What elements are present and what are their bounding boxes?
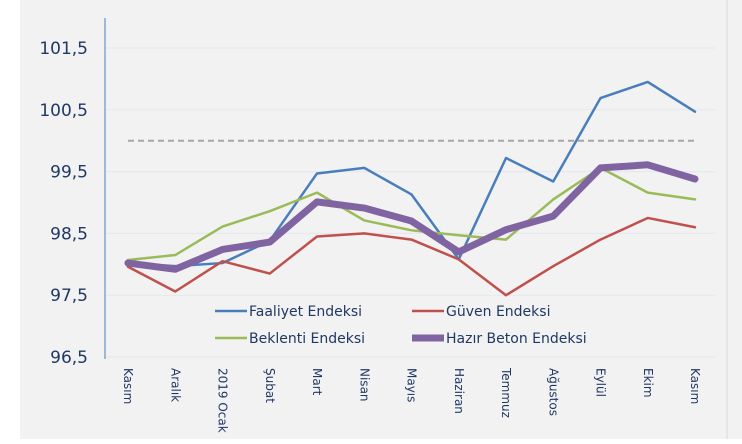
x-tick-label: Şubat bbox=[263, 368, 277, 403]
x-tick-label: Haziran bbox=[452, 368, 466, 414]
x-tick-label: Nisan bbox=[357, 368, 371, 402]
x-tick-label: Aralık bbox=[168, 368, 182, 402]
x-tick-label: Temmuz bbox=[499, 367, 513, 418]
legend-label: Beklenti Endeksi bbox=[249, 331, 365, 347]
legend-label: Güven Endeksi bbox=[446, 304, 550, 320]
legend-label: Faaliyet Endeksi bbox=[249, 304, 362, 320]
y-tick-label: 99,5 bbox=[50, 163, 88, 183]
y-tick-label: 101,5 bbox=[39, 39, 88, 59]
x-tick-label: Kasım bbox=[121, 368, 135, 404]
x-tick-label: Ekim bbox=[641, 368, 655, 398]
x-tick-label: Mayıs bbox=[405, 368, 419, 402]
x-tick-label: 2019 Ocak bbox=[216, 368, 230, 433]
x-tick-label: Ağustos bbox=[546, 368, 560, 416]
y-tick-label: 96,5 bbox=[50, 348, 88, 368]
x-tick-label: Kasım bbox=[688, 368, 702, 404]
y-tick-label: 100,5 bbox=[39, 101, 88, 121]
legend-label: Hazır Beton Endeksi bbox=[446, 331, 587, 347]
x-tick-label: Eylül bbox=[594, 368, 608, 397]
y-tick-label: 97,5 bbox=[50, 286, 88, 306]
y-tick-label: 98,5 bbox=[50, 224, 88, 244]
x-tick-label: Mart bbox=[310, 368, 324, 396]
